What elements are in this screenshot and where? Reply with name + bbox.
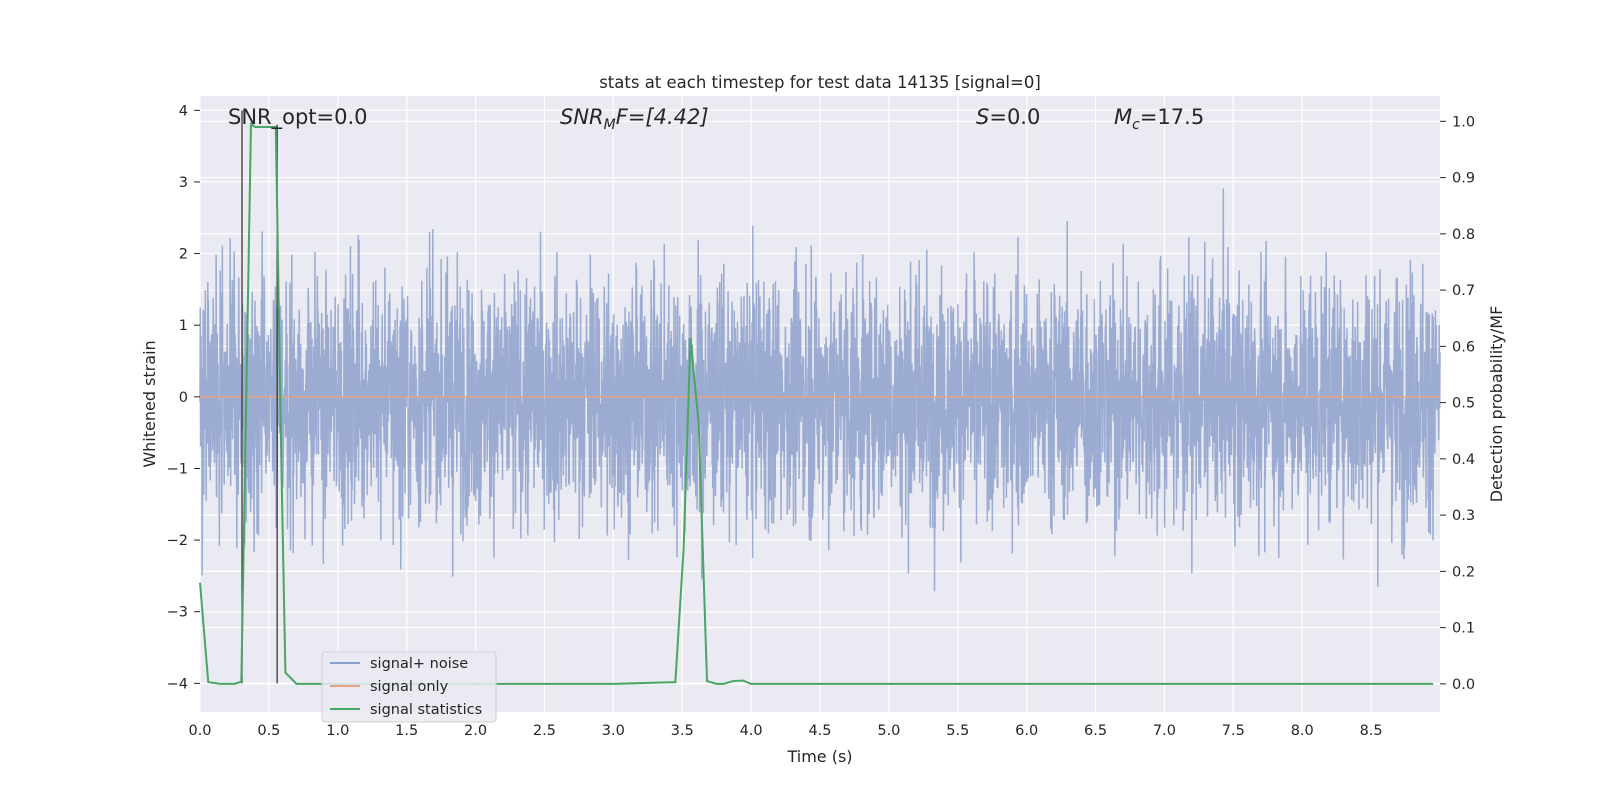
annotation-s: S=0.0	[976, 105, 1040, 129]
annotation-snr-mf: SNRMF=[4.42]	[560, 105, 709, 133]
x-tick-label: 1.5	[395, 723, 418, 739]
y-left-tick-label: −1	[167, 461, 188, 477]
legend-box	[321, 651, 497, 723]
x-tick-label: 7.0	[1153, 723, 1176, 739]
series-signal-noise	[199, 188, 1441, 592]
y-left-tick-label: 0	[179, 390, 188, 406]
annotation-snr-mf-var: SNR	[560, 105, 604, 129]
y-right-tick-label: 0.8	[1452, 227, 1475, 243]
x-tick-label: 6.5	[1084, 723, 1107, 739]
y-right-tick-label: 0.0	[1452, 677, 1475, 693]
x-tick-label: 5.5	[946, 723, 969, 739]
x-tick-label: 5.0	[877, 723, 900, 739]
x-tick-label: 0.0	[188, 723, 211, 739]
y-right-axis-ticks: 1.0 0.9 0.8 0.7 0.6 0.5 0.4 0.3 0.2 0.1 0.0	[1440, 114, 1475, 693]
y-right-tick-label: 0.9	[1452, 171, 1475, 187]
y-left-tick-label: 2	[179, 247, 188, 263]
y-right-tick-label: 0.4	[1452, 452, 1475, 468]
y-right-tick-label: 0.1	[1452, 621, 1475, 637]
annotation-snr-mf-sub: M	[604, 117, 616, 133]
legend: signal+ noise signal only signal statist…	[321, 651, 497, 723]
x-axis-ticks: 0.0 0.5 1.0 1.5 2.0 2.5 3.0 3.5 4.0 4.5 5.0 5.5 6.0 6…	[188, 723, 1382, 739]
x-tick-label: 2.0	[464, 723, 487, 739]
annotation-s-rest: =0.0	[989, 105, 1040, 129]
annotation-mc-var: M	[1114, 105, 1132, 129]
annotation-snr-mf-rest: F=[4.42]	[616, 105, 709, 129]
x-tick-label: 0.5	[257, 723, 280, 739]
x-tick-label: 3.5	[671, 723, 694, 739]
y-left-tick-label: 4	[179, 103, 188, 119]
x-tick-label: 4.0	[740, 723, 763, 739]
annotation-snr-opt: SNR_opt=0.0	[228, 105, 368, 130]
y-left-tick-label: −2	[167, 533, 188, 549]
x-tick-label: 1.0	[326, 723, 349, 739]
y-left-axis-ticks: 4 3 2 1 0 −1 −2 −3 −4	[167, 103, 200, 692]
series-signal-statistics	[199, 122, 1434, 685]
x-tick-label: 2.5	[533, 723, 556, 739]
annotation-mc-sub: c	[1132, 117, 1140, 133]
x-tick-label: 3.0	[602, 723, 625, 739]
y-left-tick-label: −3	[167, 605, 188, 621]
annotation-mc: Mc=17.5	[1114, 105, 1204, 133]
y-right-tick-label: 0.3	[1452, 508, 1475, 524]
y-right-axis-label: Detection probability/MF	[1487, 306, 1506, 503]
legend-label-signal-only: signal only	[370, 679, 449, 695]
y-right-tick-label: 0.6	[1452, 339, 1475, 355]
annotation-mc-rest: =17.5	[1140, 105, 1204, 129]
y-right-tick-label: 0.5	[1452, 396, 1475, 412]
legend-label-signal-noise: signal+ noise	[370, 656, 468, 672]
x-tick-label: 7.5	[1222, 723, 1245, 739]
y-left-tick-label: −4	[167, 676, 188, 692]
y-left-tick-label: 3	[179, 175, 188, 191]
x-tick-label: 8.0	[1291, 723, 1314, 739]
y-right-tick-label: 1.0	[1452, 114, 1475, 130]
y-right-tick-label: 0.7	[1452, 283, 1475, 299]
x-axis-label: Time (s)	[786, 747, 852, 766]
y-left-axis-label: Whitened strain	[140, 340, 159, 467]
x-tick-label: 8.5	[1360, 723, 1383, 739]
x-tick-label: 4.5	[808, 723, 831, 739]
y-right-tick-label: 0.2	[1452, 564, 1475, 580]
legend-label-signal-statistics: signal statistics	[370, 702, 482, 718]
signal-statistics-line	[199, 122, 1434, 685]
signal-noise-line	[199, 188, 1441, 592]
x-tick-label: 6.0	[1015, 723, 1038, 739]
annotation-s-var: S	[976, 105, 989, 129]
y-left-tick-label: 1	[179, 318, 188, 334]
chart-title: stats at each timestep for test data 141…	[599, 73, 1041, 92]
